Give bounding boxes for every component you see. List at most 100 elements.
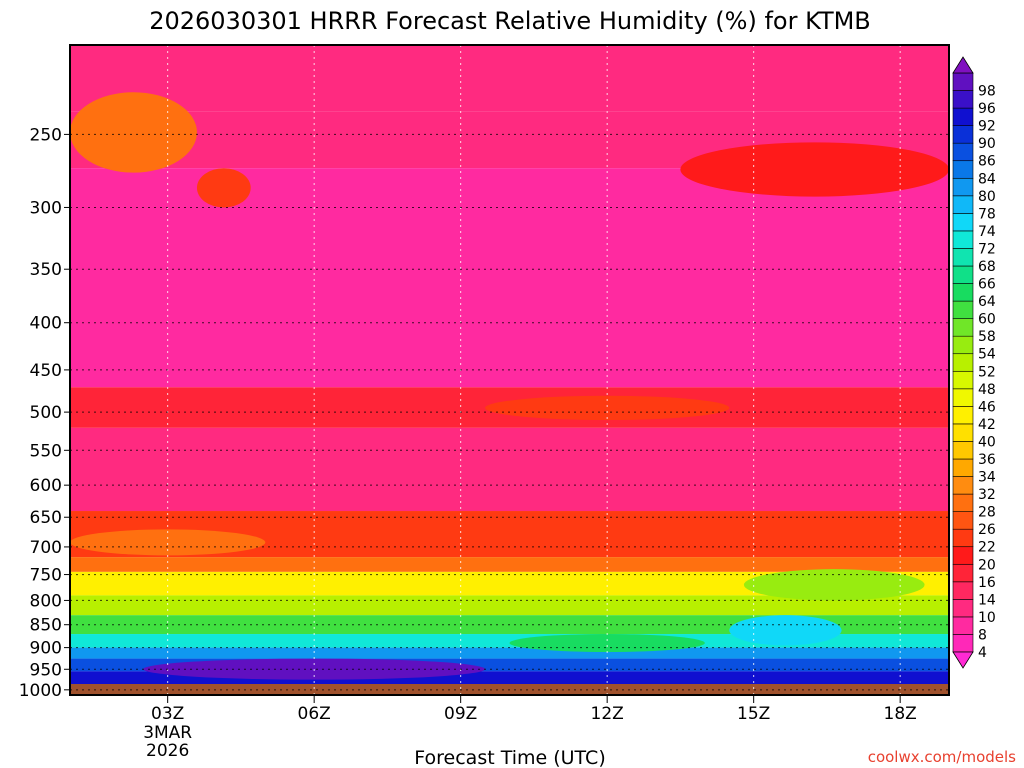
- colorbar-swatch: [952, 563, 974, 583]
- colorbar-label: 26: [978, 522, 996, 538]
- y-tick-label: 700: [30, 538, 62, 558]
- colorbar-swatch: [952, 581, 974, 600]
- humidity-feature: [196, 168, 251, 208]
- humidity-feature: [70, 92, 197, 173]
- colorbar-label: 66: [978, 277, 996, 293]
- grid-lines: [70, 45, 949, 695]
- x-tick-label: 15Z: [737, 704, 770, 724]
- colorbar-swatch: [952, 423, 974, 442]
- y-tick-label: 250: [30, 125, 62, 145]
- humidity-band: [70, 168, 949, 388]
- colorbar-label: 42: [978, 417, 996, 433]
- colorbar-swatch: [952, 441, 974, 460]
- colorbar-swatch: [952, 72, 974, 91]
- colorbar-swatch: [952, 142, 974, 162]
- colorbar-label: 90: [978, 136, 996, 152]
- x-tick-label: 06Z: [298, 704, 331, 724]
- humidity-band: [70, 45, 949, 112]
- y-tick-label: 400: [30, 314, 62, 334]
- colorbar: 4810141620222628323436404246485254586064…: [952, 56, 996, 669]
- humidity-band: [70, 427, 949, 512]
- colorbar-label: 22: [978, 540, 996, 556]
- humidity-band: [70, 571, 949, 596]
- colorbar-swatch: [952, 265, 974, 284]
- colorbar-label: 98: [978, 84, 996, 100]
- colorbar-swatch: [952, 195, 974, 214]
- colorbar-label: 52: [978, 364, 996, 380]
- humidity-feature: [509, 634, 705, 653]
- colorbar-label: 78: [978, 206, 996, 222]
- y-tick-label: 350: [30, 260, 62, 280]
- humidity-feature: [680, 142, 949, 197]
- y-tick-label: 600: [30, 476, 62, 496]
- y-tick-label: 500: [30, 403, 62, 423]
- colorbar-swatch: [952, 458, 974, 477]
- colorbar-swatch: [952, 248, 974, 267]
- humidity-band: [70, 647, 949, 659]
- colorbar-swatch: [952, 599, 974, 618]
- y-tick-label: 300: [30, 198, 62, 218]
- credit-text[interactable]: coolwx.com/models: [868, 748, 1016, 766]
- humidity-band: [70, 634, 949, 648]
- colorbar-swatch: [952, 370, 974, 390]
- y-tick-label: 550: [30, 441, 62, 461]
- colorbar-swatch: [952, 160, 974, 179]
- colorbar-label: 80: [978, 189, 996, 205]
- x-axis-label: Forecast Time (UTC): [414, 747, 605, 768]
- colorbar-label: 96: [978, 101, 996, 117]
- humidity-feature: [485, 395, 730, 421]
- colorbar-swatch: [952, 318, 974, 337]
- y-tick-label: 1000: [19, 681, 62, 701]
- y-tick-label: 800: [30, 591, 62, 611]
- y-tick-label: 750: [30, 566, 62, 586]
- colorbar-swatch: [952, 493, 974, 512]
- colorbar-swatch: [952, 528, 974, 548]
- colorbar-high-arrow: [952, 56, 974, 74]
- humidity-feature: [729, 615, 842, 646]
- colorbar-label: 86: [978, 154, 996, 170]
- y-tick-label: 650: [30, 508, 62, 528]
- colorbar-swatch: [952, 476, 974, 495]
- y-axis: 250 300 350 400 450 500 550 600 650 700 750 800 850 9…: [19, 125, 70, 701]
- x-tick-label: 09Z: [444, 704, 477, 724]
- colorbar-label: 92: [978, 119, 996, 135]
- colorbar-label: 40: [978, 434, 996, 450]
- colorbar-swatch: [952, 616, 974, 635]
- colorbar-label: 64: [978, 294, 996, 310]
- colorbar-label: 14: [978, 592, 996, 608]
- chart-title: 2026030301 HRRR Forecast Relative Humidi…: [149, 7, 871, 35]
- colorbar-swatch: [952, 107, 974, 126]
- colorbar-label: 48: [978, 382, 996, 398]
- y-tick-label: 900: [30, 639, 62, 659]
- colorbar-label: 74: [978, 224, 996, 240]
- colorbar-swatch: [952, 300, 974, 319]
- y-tick-label: 850: [30, 616, 62, 636]
- colorbar-label: 32: [978, 487, 996, 503]
- colorbar-swatch: [952, 335, 974, 355]
- x-date-label: 3MAR: [143, 723, 192, 743]
- x-tick-label: 18Z: [884, 704, 917, 724]
- colorbar-swatch: [952, 90, 974, 109]
- colorbar-label: 20: [978, 557, 996, 573]
- x-date-label: 2026: [146, 741, 189, 761]
- colorbar-swatch: [952, 177, 974, 197]
- colorbar-label: 36: [978, 452, 996, 468]
- colorbar-swatch: [952, 406, 974, 425]
- humidity-field: [70, 45, 949, 692]
- colorbar-swatch: [952, 511, 974, 530]
- humidity-feature: [70, 529, 266, 556]
- colorbar-label: 34: [978, 470, 996, 486]
- colorbar-swatch: [952, 125, 974, 144]
- colorbar-low-arrow: [952, 651, 974, 669]
- colorbar-label: 58: [978, 329, 996, 345]
- colorbar-label: 8: [978, 627, 987, 643]
- humidity-band: [70, 595, 949, 616]
- x-tick-label: 03Z: [151, 704, 184, 724]
- colorbar-label: 4: [978, 645, 987, 661]
- colorbar-swatch: [952, 388, 974, 407]
- colorbar-label: 68: [978, 259, 996, 275]
- colorbar-label: 28: [978, 505, 996, 521]
- colorbar-label: 84: [978, 171, 996, 187]
